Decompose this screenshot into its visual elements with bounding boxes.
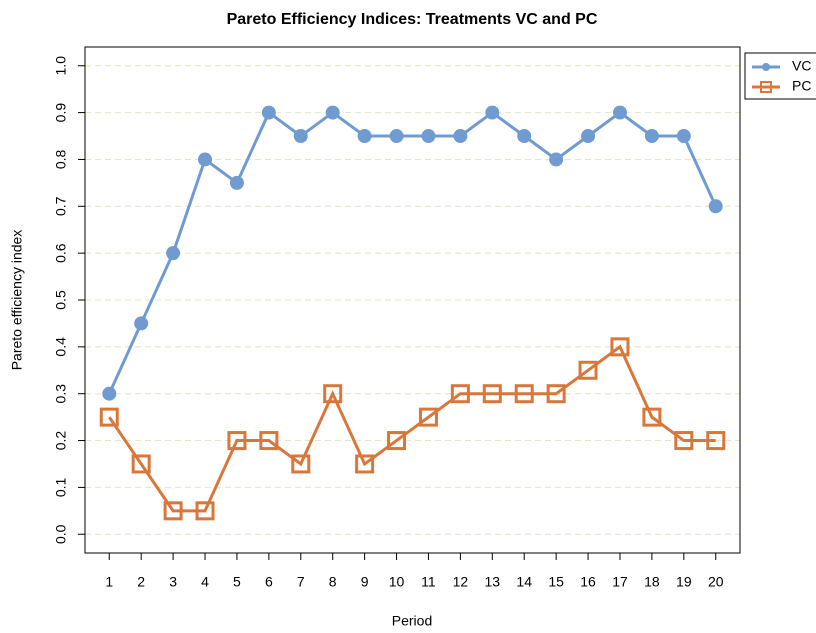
data-point bbox=[642, 407, 662, 427]
x-tick-label: 2 bbox=[137, 574, 145, 590]
data-point bbox=[610, 337, 630, 357]
x-tick-label: 8 bbox=[329, 574, 337, 590]
legend-label: PC bbox=[792, 78, 811, 94]
data-point bbox=[99, 407, 119, 427]
data-point bbox=[708, 199, 723, 214]
x-tick-label: 1 bbox=[105, 574, 113, 590]
x-tick-label: 18 bbox=[644, 574, 660, 590]
x-tick-label: 17 bbox=[612, 574, 628, 590]
data-point bbox=[325, 105, 340, 120]
x-tick-label: 19 bbox=[676, 574, 692, 590]
y-tick-label: 1.0 bbox=[53, 56, 69, 76]
x-tick-label: 16 bbox=[580, 574, 596, 590]
x-tick-label: 4 bbox=[201, 574, 209, 590]
data-point bbox=[546, 384, 566, 404]
y-axis-label: Pareto efficiency index bbox=[9, 230, 25, 371]
data-point bbox=[198, 152, 213, 167]
data-point bbox=[706, 431, 726, 451]
data-point bbox=[163, 501, 183, 521]
x-tick-label: 9 bbox=[361, 574, 369, 590]
x-axis-label: Period bbox=[392, 613, 432, 629]
data-point bbox=[355, 454, 375, 474]
x-tick-label: 20 bbox=[708, 574, 724, 590]
y-tick-label: 0.6 bbox=[53, 243, 69, 263]
data-point bbox=[387, 431, 407, 451]
data-point bbox=[674, 431, 694, 451]
data-point bbox=[418, 407, 438, 427]
y-tick-label: 0.1 bbox=[53, 477, 69, 497]
data-point bbox=[676, 129, 691, 144]
data-point bbox=[291, 454, 311, 474]
data-point bbox=[357, 129, 372, 144]
data-point bbox=[261, 105, 276, 120]
y-tick-label: 0.3 bbox=[53, 384, 69, 404]
x-tick-label: 5 bbox=[233, 574, 241, 590]
y-tick-label: 0.4 bbox=[53, 337, 69, 357]
data-point bbox=[293, 129, 308, 144]
y-tick-label: 0.5 bbox=[53, 290, 69, 310]
y-tick-label: 0.0 bbox=[53, 524, 69, 544]
series-line bbox=[108, 344, 716, 513]
legend-marker bbox=[760, 81, 772, 93]
x-tick-label: 3 bbox=[169, 574, 177, 590]
data-point bbox=[195, 501, 215, 521]
legend-box bbox=[744, 52, 816, 100]
data-point bbox=[517, 129, 532, 144]
x-tick-label: 15 bbox=[548, 574, 564, 590]
x-tick-label: 13 bbox=[485, 574, 501, 590]
legend-label: VC bbox=[792, 58, 811, 74]
data-point bbox=[514, 384, 534, 404]
data-point bbox=[644, 129, 659, 144]
data-point bbox=[581, 129, 596, 144]
x-tick-label: 11 bbox=[421, 574, 436, 590]
y-tick-label: 0.2 bbox=[53, 431, 69, 451]
data-point bbox=[421, 129, 436, 144]
data-point bbox=[323, 384, 343, 404]
y-tick-label: 0.9 bbox=[53, 103, 69, 123]
data-point bbox=[485, 105, 500, 120]
data-point bbox=[102, 386, 117, 401]
data-point bbox=[578, 360, 598, 380]
data-point bbox=[131, 454, 151, 474]
data-point bbox=[166, 246, 181, 261]
data-point bbox=[259, 431, 279, 451]
y-tick-label: 0.7 bbox=[53, 196, 69, 216]
data-point bbox=[612, 105, 627, 120]
data-point bbox=[229, 175, 244, 190]
legend-marker bbox=[762, 63, 770, 71]
data-point bbox=[134, 316, 149, 331]
x-tick-label: 6 bbox=[265, 574, 273, 590]
chart-title: Pareto Efficiency Indices: Treatments VC… bbox=[227, 11, 598, 28]
y-tick-label: 0.8 bbox=[53, 150, 69, 170]
data-point bbox=[450, 384, 470, 404]
data-point bbox=[453, 129, 468, 144]
x-tick-label: 10 bbox=[389, 574, 405, 590]
data-point bbox=[227, 431, 247, 451]
x-tick-label: 7 bbox=[297, 574, 305, 590]
data-point bbox=[549, 152, 564, 167]
data-point bbox=[482, 384, 502, 404]
plot-frame bbox=[84, 46, 741, 554]
data-point bbox=[389, 129, 404, 144]
x-tick-label: 12 bbox=[453, 574, 469, 590]
x-tick-label: 14 bbox=[516, 574, 532, 590]
